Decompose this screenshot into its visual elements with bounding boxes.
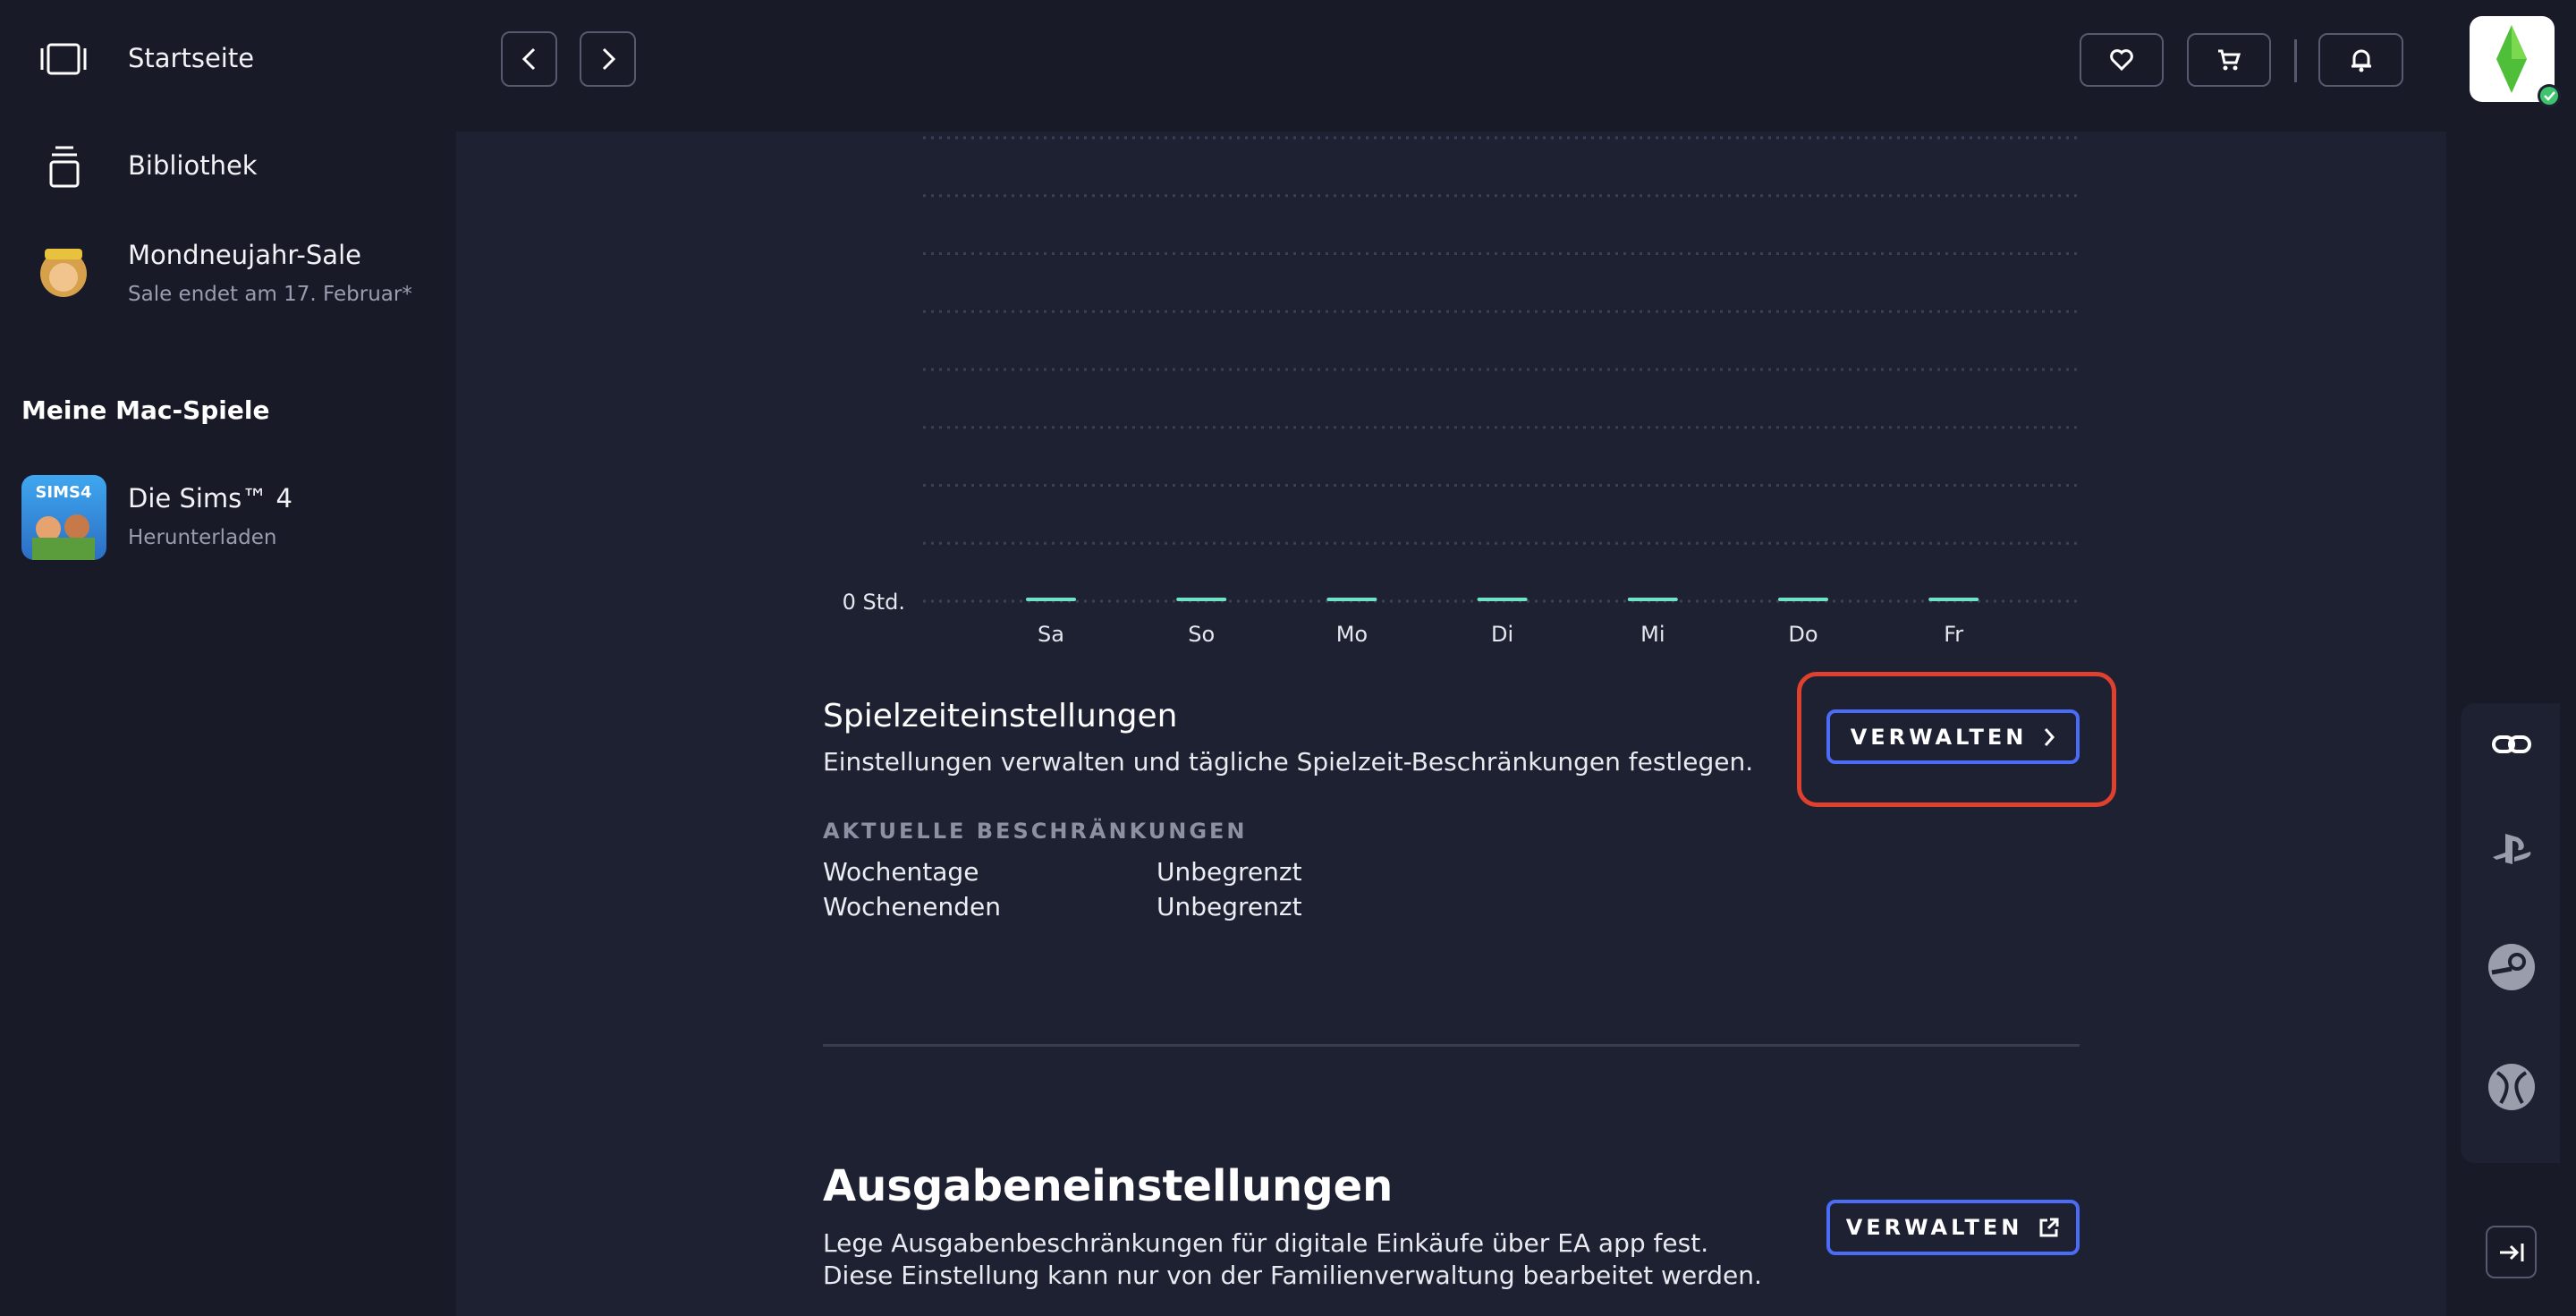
x-tick-label: Mo [1336, 622, 1368, 647]
bar [1778, 598, 1828, 601]
bar [1928, 598, 1979, 601]
nav-sale[interactable]: Mondneujahr-Sale [128, 240, 361, 270]
x-tick-label: Mi [1640, 622, 1665, 647]
bar [1176, 598, 1227, 601]
forward-icon [602, 47, 615, 71]
manage-playtime-button[interactable]: VERWALTEN [1826, 709, 2080, 764]
xbox-icon[interactable] [2487, 1062, 2537, 1112]
y-tick-label: 0 Std. [843, 590, 905, 615]
bar [1026, 598, 1076, 601]
library-icon [49, 146, 80, 188]
game-icon: SIMS4 [21, 475, 106, 560]
bar [1627, 598, 1678, 601]
restriction-label: Wochentage [823, 857, 979, 887]
cart-icon [2218, 49, 2241, 71]
x-tick-label: Sa [1038, 622, 1064, 647]
button-label: VERWALTEN [1850, 724, 2028, 750]
playstation-icon[interactable] [2489, 830, 2534, 866]
button-label: VERWALTEN [1845, 1215, 2023, 1240]
restriction-label: Wochenenden [823, 892, 1002, 921]
restriction-value: Unbegrenzt [1157, 892, 1302, 921]
section-title: Meine Mac-Spiele [21, 395, 270, 425]
spending-title: Ausgabeneinstellungen [823, 1161, 1394, 1211]
bar [1326, 598, 1377, 601]
chevron-icon [2045, 727, 2055, 746]
game-title[interactable]: Die Sims™ 4 [128, 483, 292, 514]
bar [1477, 598, 1528, 601]
forward-button[interactable] [580, 31, 636, 87]
nav-home[interactable]: Startseite [128, 43, 255, 73]
wishlist-button[interactable] [2080, 33, 2164, 87]
x-tick-label: So [1188, 622, 1215, 647]
svg-text:SIMS4: SIMS4 [35, 483, 91, 502]
x-tick-label: Do [1788, 622, 1818, 647]
back-button[interactable] [501, 31, 557, 87]
section-divider [823, 1044, 2080, 1047]
notifications-button[interactable] [2318, 33, 2403, 87]
playtime-description: Einstellungen verwalten und tägliche Spi… [823, 747, 1754, 777]
manage-spending-button[interactable]: VERWALTEN [1826, 1200, 2080, 1255]
cart-button[interactable] [2187, 33, 2271, 87]
back-icon [521, 47, 535, 71]
home-icon [40, 43, 87, 75]
highlight-box [1797, 672, 2116, 807]
sale-icon [40, 249, 87, 297]
nav-library[interactable]: Bibliothek [128, 150, 258, 181]
link-icon[interactable] [2492, 730, 2531, 759]
steam-icon[interactable] [2487, 942, 2537, 992]
logout-button[interactable] [2486, 1226, 2537, 1278]
playtime-title: Spielzeiteinstellungen [823, 698, 1178, 734]
logout-icon [2499, 1243, 2523, 1261]
spending-description: Lege Ausgabenbeschränkungen für digitale… [823, 1228, 1762, 1290]
bell-icon [2351, 49, 2371, 72]
divider [2294, 39, 2297, 82]
heart-icon [2110, 49, 2133, 72]
external-link-icon [2039, 1218, 2059, 1237]
restrictions-title: AKTUELLE BESCHRÄNKUNGEN [823, 819, 1248, 844]
game-status: Herunterladen [128, 526, 277, 549]
x-tick-label: Fr [1944, 622, 1963, 647]
x-tick-label: Di [1491, 622, 1513, 647]
avatar[interactable] [2470, 16, 2563, 109]
restriction-value: Unbegrenzt [1157, 857, 1302, 887]
sale-subtitle: Sale endet am 17. Februar* [128, 283, 412, 306]
playtime-chart: 0 Std. Sa So Mo Di Mi Do Fr [843, 136, 2080, 647]
